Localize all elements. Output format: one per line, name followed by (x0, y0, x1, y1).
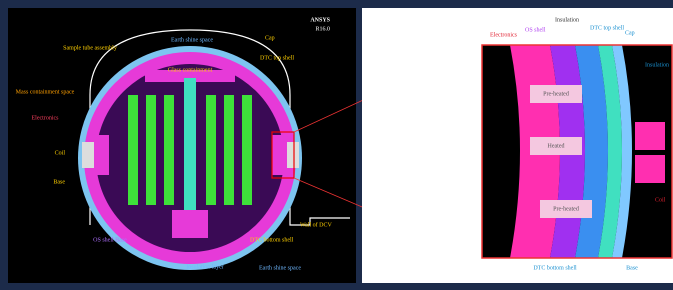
logo: ANSYS (310, 17, 330, 23)
label: DTC bottom shell (533, 265, 577, 271)
right-electronics (272, 135, 286, 175)
label: DTC top shell (260, 55, 294, 61)
label: Coil (655, 197, 666, 203)
label: Electronics (490, 32, 518, 38)
version: R16.0 (315, 26, 330, 32)
page: {"left_panel": {"logo": "ANSYS", "versio… (0, 0, 673, 290)
label: Insulation (555, 17, 579, 23)
bar (128, 95, 138, 205)
label: OS shell (525, 27, 546, 33)
label: Sample tube assembly (63, 45, 117, 51)
base-block (172, 210, 208, 238)
label: Pre-heated (553, 206, 579, 212)
label: Heated (548, 143, 565, 149)
right-coil (287, 142, 299, 168)
bar (146, 95, 156, 205)
label: Cap (625, 30, 635, 36)
left-electronics (95, 135, 109, 175)
bar (206, 95, 216, 205)
label: Pre-heated (543, 91, 569, 97)
label: Insulation (645, 62, 669, 68)
label: Glass containment (168, 67, 213, 73)
label: Earth shine space (171, 37, 213, 43)
label: OS shell Base (93, 237, 127, 243)
bar (164, 95, 174, 205)
label: DTC bottom shell (250, 237, 294, 243)
coil-block (635, 155, 665, 183)
coil-block (635, 122, 665, 150)
bar (224, 95, 234, 205)
label: DTC top shell (590, 25, 624, 31)
label: Cap (265, 35, 275, 41)
label: Base (626, 265, 638, 271)
figure: ANSYS R16.0 Earth shine space Cap Sample… (0, 0, 673, 290)
label: Mass containment space (16, 89, 75, 95)
label: Insulation layer (186, 264, 224, 270)
label: Earth shine space (259, 265, 301, 271)
bar (242, 95, 252, 205)
left-coil (82, 142, 94, 168)
label: Coil (55, 150, 66, 156)
label: Electronics (32, 115, 60, 121)
label: Wall of DCV (300, 221, 333, 228)
label: Base (53, 179, 65, 185)
